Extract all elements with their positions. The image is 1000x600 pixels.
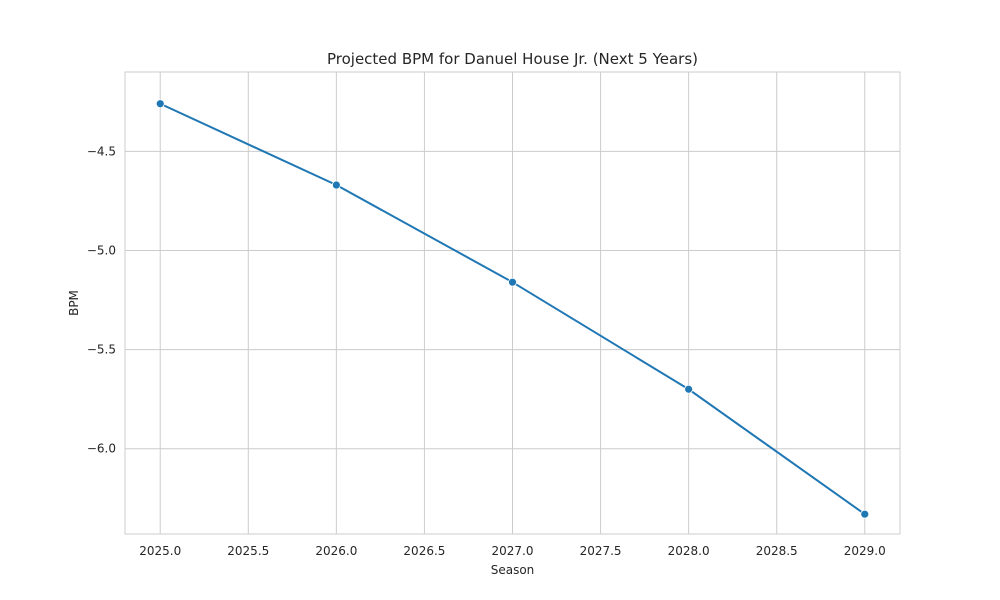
chart-title: Projected BPM for Danuel House Jr. (Next… (327, 50, 698, 68)
x-tick-label: 2025.0 (139, 544, 181, 558)
x-tick-label: 2027.0 (492, 544, 534, 558)
x-tick-labels: 2025.0 2025.5 2026.0 2026.5 2027.0 2027.5 2028… (139, 544, 886, 558)
data-point (508, 277, 517, 287)
x-tick-label: 2026.0 (315, 544, 357, 558)
x-tick-label: 2027.5 (580, 544, 622, 558)
x-tick-label: 2028.0 (668, 544, 710, 558)
x-tick-label: 2028.5 (756, 544, 798, 558)
data-point (331, 180, 341, 190)
y-tick-label: −5.5 (87, 343, 116, 357)
y-tick-label: −6.0 (87, 442, 116, 456)
x-tick-label: 2025.5 (227, 544, 269, 558)
x-tick-label: 2026.5 (403, 544, 445, 558)
data-point (684, 384, 694, 394)
y-tick-label: −4.5 (87, 144, 116, 158)
plot-frame (124, 71, 901, 535)
y-tick-labels: −4.5 −5.0 −5.5 −6.0 (87, 144, 116, 455)
x-axis-label: Season (491, 563, 535, 577)
data-point (860, 509, 870, 519)
data-point (155, 99, 165, 109)
y-axis-label: BPM (67, 290, 81, 316)
y-tick-label: −5.0 (87, 243, 116, 257)
x-tick-label: 2029.0 (844, 544, 886, 558)
series-layer (155, 99, 870, 519)
